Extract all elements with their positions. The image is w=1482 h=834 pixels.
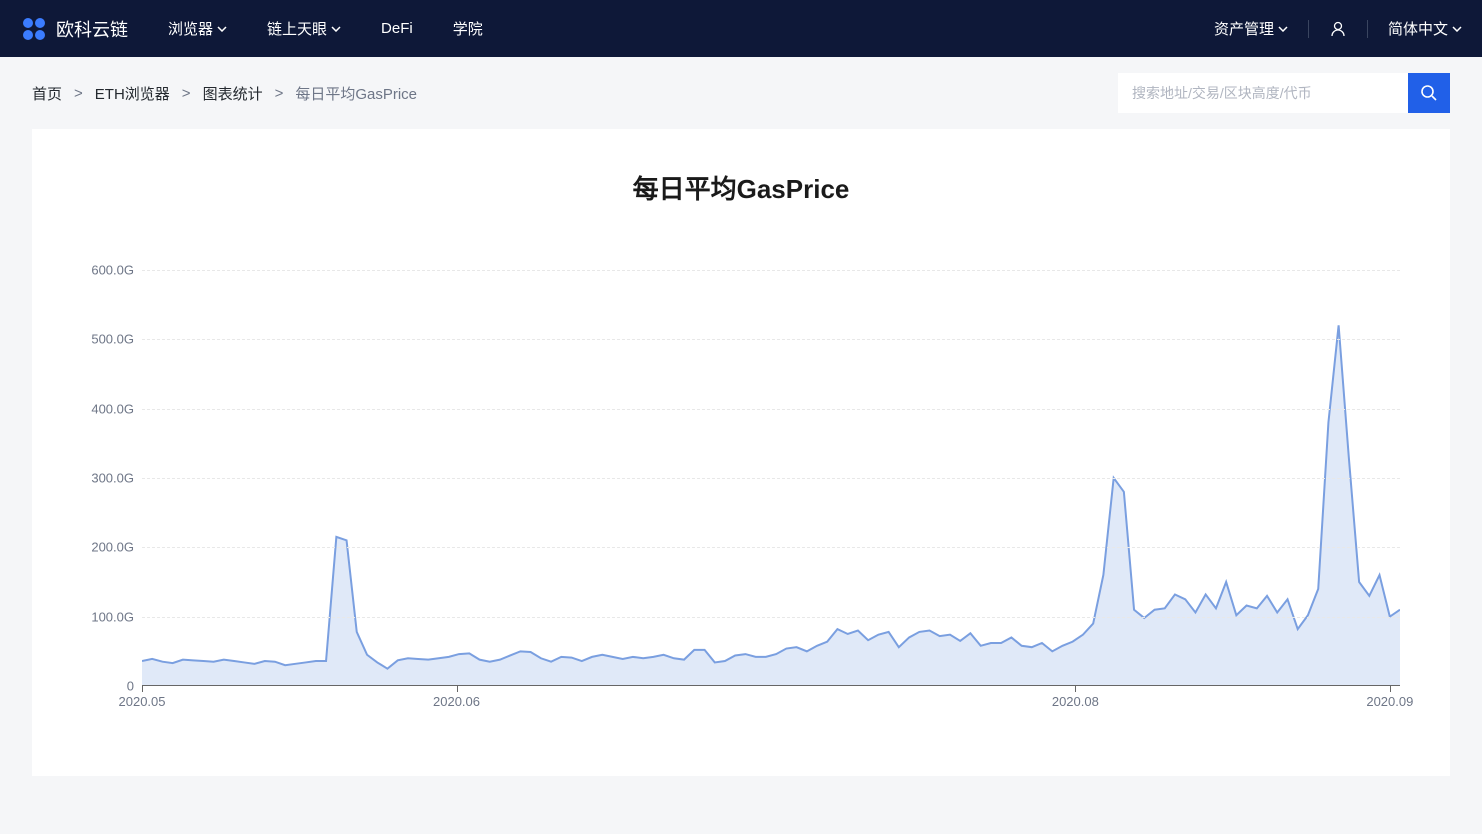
divider <box>1308 20 1309 38</box>
y-tick-label: 400.0G <box>91 401 134 416</box>
breadcrumb: 首页 > ETH浏览器 > 图表统计 > 每日平均GasPrice <box>32 83 417 104</box>
user-icon[interactable] <box>1329 20 1347 38</box>
logo-section[interactable]: 欧科云链 <box>20 15 128 43</box>
chevron-down-icon <box>217 26 227 32</box>
breadcrumb-current: 每日平均GasPrice <box>295 83 417 104</box>
header-right: 资产管理 简体中文 <box>1214 18 1462 39</box>
chart-title: 每日平均GasPrice <box>82 169 1400 206</box>
breadcrumb-home[interactable]: 首页 <box>32 83 62 104</box>
asset-management[interactable]: 资产管理 <box>1214 18 1288 39</box>
breadcrumb-eth-browser[interactable]: ETH浏览器 <box>95 83 170 104</box>
nav-item-browser[interactable]: 浏览器 <box>168 18 227 39</box>
main-header: 欧科云链 浏览器 链上天眼 DeFi 学院 资产管理 简体中文 <box>0 0 1482 57</box>
breadcrumb-charts[interactable]: 图表统计 <box>203 83 263 104</box>
breadcrumb-separator: > <box>74 85 83 102</box>
y-tick-label: 600.0G <box>91 262 134 277</box>
nav-item-academy[interactable]: 学院 <box>453 18 483 39</box>
search-section <box>1118 73 1450 113</box>
divider <box>1367 20 1368 38</box>
sub-header: 首页 > ETH浏览器 > 图表统计 > 每日平均GasPrice <box>0 57 1482 129</box>
chevron-down-icon <box>1452 26 1462 32</box>
logo-text: 欧科云链 <box>56 16 128 42</box>
grid-line <box>142 478 1400 479</box>
y-tick-label: 0 <box>127 679 134 694</box>
content-card: 每日平均GasPrice 0 100.0G 200.0G 300.0G 400.0G 50… <box>32 129 1450 776</box>
grid-line <box>142 339 1400 340</box>
chevron-down-icon <box>1278 26 1288 32</box>
grid-line <box>142 270 1400 271</box>
grid-line <box>142 409 1400 410</box>
search-input[interactable] <box>1118 73 1408 113</box>
y-tick-label: 200.0G <box>91 540 134 555</box>
x-tick-label: 2020.05 <box>119 694 166 709</box>
breadcrumb-separator: > <box>182 85 191 102</box>
logo-icon <box>20 15 48 43</box>
chart-area-fill <box>142 325 1400 686</box>
nav-item-chaineye[interactable]: 链上天眼 <box>267 18 341 39</box>
x-tick-label: 2020.06 <box>433 694 480 709</box>
grid-line <box>142 547 1400 548</box>
nav-item-defi[interactable]: DeFi <box>381 18 413 39</box>
breadcrumb-separator: > <box>275 85 284 102</box>
nav-menu: 浏览器 链上天眼 DeFi 学院 <box>168 18 1214 39</box>
grid-line <box>142 617 1400 618</box>
y-tick-label: 500.0G <box>91 332 134 347</box>
language-selector[interactable]: 简体中文 <box>1388 18 1462 39</box>
y-tick-label: 300.0G <box>91 470 134 485</box>
search-icon <box>1420 84 1438 102</box>
y-axis: 0100.0G200.0G300.0G400.0G500.0G600.0G <box>82 256 142 686</box>
x-tick-label: 2020.08 <box>1052 694 1099 709</box>
chart-container: 0 100.0G 200.0G 300.0G 400.0G 500.0G 600.0G 20… <box>82 256 1400 716</box>
x-tick-label: 2020.09 <box>1366 694 1413 709</box>
chevron-down-icon <box>331 26 341 32</box>
y-tick-label: 100.0G <box>91 609 134 624</box>
area-chart <box>142 256 1400 686</box>
chart-plot-area <box>142 256 1400 686</box>
search-button[interactable] <box>1408 73 1450 113</box>
x-axis: 2020.052020.062020.082020.09 <box>142 686 1400 716</box>
